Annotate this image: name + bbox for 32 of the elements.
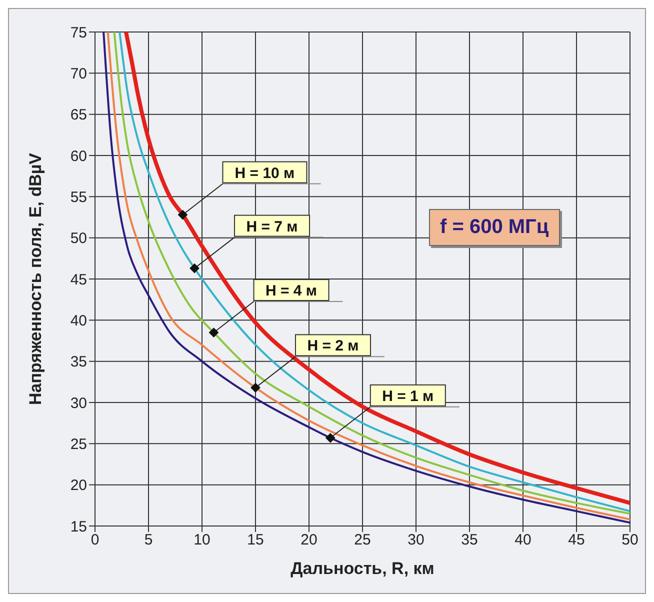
annotation: H = 10 м <box>234 164 295 182</box>
y-tick-label: 30 <box>70 394 87 412</box>
x-tick-label: 15 <box>247 532 264 549</box>
y-tick-label: 65 <box>70 106 87 124</box>
x-tick-label: 0 <box>90 532 100 549</box>
y-tick-label: 40 <box>70 312 87 330</box>
x-tick-label: 5 <box>144 532 153 549</box>
x-tick-label: 50 <box>622 532 638 549</box>
y-tick-label: 25 <box>70 436 87 453</box>
y-tick-label: 50 <box>70 230 87 248</box>
annotation: f = 600 МГц <box>429 209 560 246</box>
y-tick-label: 35 <box>70 354 87 371</box>
y-axis-title: Напряженность поля, E, dBµV <box>26 152 46 405</box>
x-axis-title: Дальность, R, км <box>290 559 434 578</box>
annotation: H = 4 м <box>265 282 318 300</box>
annotation: H = 2 м <box>307 338 359 355</box>
y-tick-label: 55 <box>70 188 87 206</box>
x-tick-label: 20 <box>300 532 318 549</box>
y-tick-label: 45 <box>70 271 87 288</box>
y-tick-label: 60 <box>70 148 87 165</box>
x-tick-label: 40 <box>514 532 532 549</box>
x-tick-label: 35 <box>461 532 478 549</box>
y-tick-label: 20 <box>70 477 87 494</box>
x-tick-label: 10 <box>194 532 210 549</box>
annotation: H = 7 м <box>246 218 298 236</box>
y-tick-label: 15 <box>70 518 87 536</box>
y-tick-label: 75 <box>70 24 87 42</box>
x-tick-label: 25 <box>354 532 371 549</box>
y-tick-label: 70 <box>70 65 87 82</box>
x-tick-label: 45 <box>568 532 585 549</box>
x-tick-label: 30 <box>408 532 424 549</box>
annotation: H = 1 м <box>382 388 434 405</box>
